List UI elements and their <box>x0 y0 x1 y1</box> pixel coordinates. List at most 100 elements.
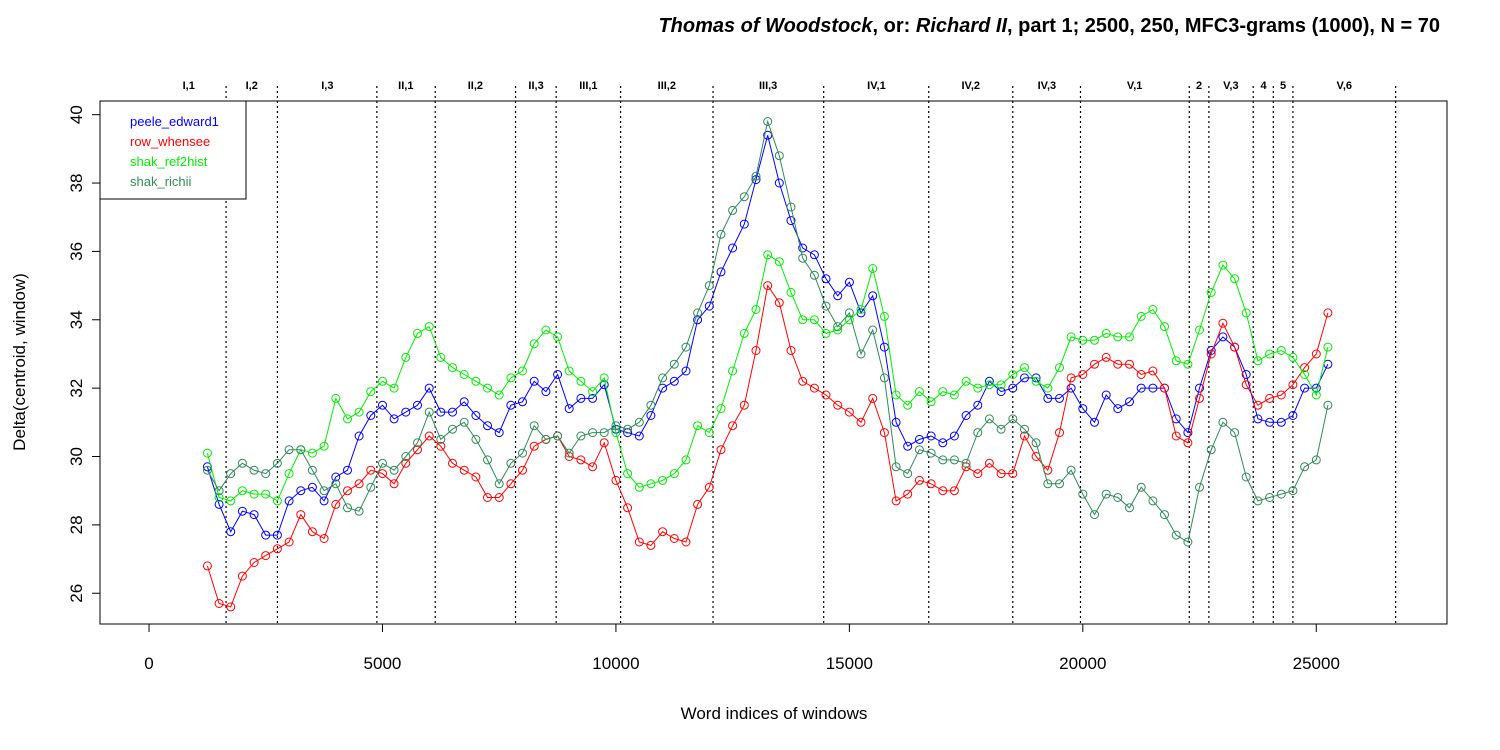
data-point <box>669 359 679 369</box>
data-point <box>1078 335 1088 345</box>
data-point <box>1195 393 1204 403</box>
data-point <box>774 298 784 308</box>
data-point <box>1113 359 1123 369</box>
data-point <box>996 380 1006 390</box>
legend-entry: shak_richii <box>130 174 192 189</box>
y-tick-label: 34 <box>67 310 86 329</box>
data-point <box>1300 462 1310 472</box>
data-point <box>378 400 387 410</box>
data-point <box>202 561 212 571</box>
data-point <box>938 438 948 448</box>
data-point <box>518 366 527 376</box>
data-point <box>1125 397 1134 407</box>
data-point <box>658 527 668 537</box>
data-point <box>786 202 796 212</box>
data-point <box>634 417 644 427</box>
data-point <box>1288 380 1298 390</box>
y-tick-label: 38 <box>67 174 86 193</box>
data-point <box>261 551 271 561</box>
data-point <box>751 171 761 181</box>
data-point <box>401 352 411 362</box>
data-point <box>249 465 259 475</box>
data-point <box>343 465 352 475</box>
data-point <box>471 434 481 444</box>
data-point <box>844 308 854 318</box>
data-point <box>786 216 796 226</box>
data-point <box>237 506 247 516</box>
data-point <box>494 493 504 502</box>
data-point <box>1253 400 1263 410</box>
data-point <box>681 537 691 547</box>
series-row_whensee <box>202 281 1333 612</box>
data-point <box>366 387 376 397</box>
data-point <box>868 264 878 273</box>
series-shak_ref2hist <box>202 250 1333 506</box>
data-point <box>1300 383 1310 393</box>
data-point <box>821 301 831 311</box>
data-point <box>1288 352 1298 362</box>
data-point <box>1206 287 1216 297</box>
data-point <box>1125 332 1134 342</box>
data-point <box>529 441 539 451</box>
data-point <box>868 291 878 301</box>
data-point <box>471 411 481 420</box>
data-point <box>1183 537 1193 547</box>
data-point <box>331 479 341 489</box>
data-point <box>739 219 749 229</box>
y-axis-label: Delta(centroid, window) <box>10 273 29 451</box>
data-point <box>518 465 527 475</box>
data-point <box>494 428 504 438</box>
data-point <box>1241 370 1251 379</box>
legend-entry: shak_ref2hist <box>130 154 208 169</box>
series-line <box>206 284 1329 608</box>
data-point <box>319 534 329 543</box>
data-point <box>483 455 492 465</box>
data-point <box>529 339 539 349</box>
data-point <box>424 322 434 332</box>
data-point <box>1288 411 1298 420</box>
data-point <box>716 267 726 277</box>
data-point <box>389 479 399 489</box>
scene-label: I,2 <box>246 80 258 92</box>
data-point <box>541 387 551 397</box>
scene-label: III,3 <box>759 80 777 92</box>
data-point <box>1195 325 1204 335</box>
data-point <box>541 434 551 444</box>
data-point <box>226 527 236 537</box>
data-point <box>272 530 282 540</box>
data-point <box>1148 496 1158 506</box>
data-point <box>471 472 481 482</box>
data-point <box>331 499 341 509</box>
data-point <box>389 465 399 475</box>
data-point <box>1311 455 1321 465</box>
x-tick-label: 20000 <box>1059 654 1106 673</box>
data-point <box>1230 342 1240 352</box>
y-tick-label: 40 <box>67 105 86 124</box>
data-point <box>763 130 773 140</box>
data-point <box>1101 390 1111 400</box>
data-point <box>389 414 399 424</box>
data-point <box>343 503 352 513</box>
data-point <box>448 424 457 434</box>
data-point <box>249 510 259 520</box>
data-point <box>914 387 924 397</box>
data-point <box>786 346 796 355</box>
data-point <box>1265 349 1275 359</box>
data-point <box>1276 346 1286 355</box>
data-point <box>529 376 539 386</box>
x-tick-label: 10000 <box>592 654 639 673</box>
scene-label: III,2 <box>658 80 676 92</box>
data-point <box>984 380 994 390</box>
y-tick-label: 30 <box>67 447 86 466</box>
data-point <box>623 503 633 513</box>
data-point <box>307 465 317 475</box>
data-point <box>1276 417 1286 427</box>
data-point <box>763 117 773 126</box>
data-point <box>506 373 516 383</box>
data-point <box>984 376 994 386</box>
scene-label: II,1 <box>398 80 413 92</box>
data-point <box>879 311 889 321</box>
data-point <box>669 469 679 479</box>
data-point <box>214 599 224 608</box>
data-point <box>809 270 819 280</box>
